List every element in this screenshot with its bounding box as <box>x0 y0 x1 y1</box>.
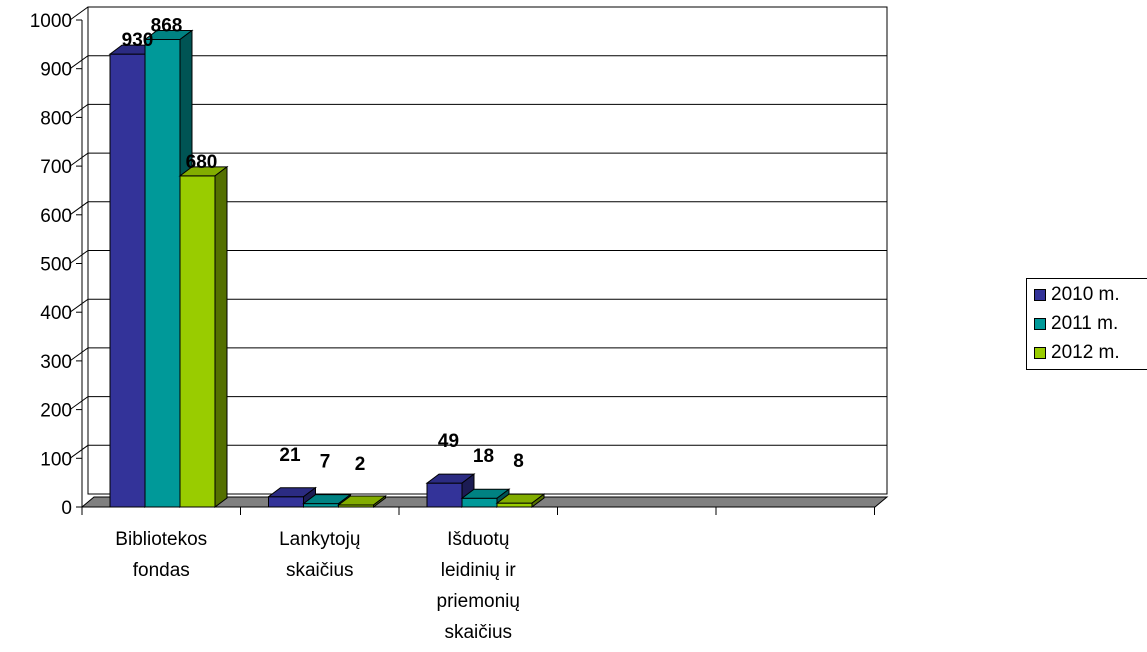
bar-side-2012m-2 <box>531 493 545 508</box>
legend-item-2010: 2010 m. <box>1034 284 1120 306</box>
bars <box>108 29 546 508</box>
data-label: 868 <box>151 15 183 36</box>
x-tick-label: priemonių <box>437 591 520 612</box>
gridline <box>69 103 887 118</box>
y-tick-label: 300 <box>40 352 72 373</box>
y-tick-label: 800 <box>40 108 72 129</box>
x-tick-label: fondas <box>133 560 190 581</box>
x-tick-label: skaičius <box>286 560 354 581</box>
legend: 2010 m. 2011 m. 2012 m. <box>1026 278 1147 370</box>
x-tick-label: skaičius <box>444 622 512 643</box>
y-tick-label: 700 <box>40 157 72 178</box>
y-tick-label: 400 <box>40 303 72 324</box>
y-tick-label: 600 <box>40 206 72 227</box>
bar-2012m-2 <box>496 502 533 508</box>
x-tick-label: Bibliotekos <box>115 529 207 550</box>
legend-label-2011: 2011 m. <box>1051 313 1119 334</box>
legend-label-2012: 2012 m. <box>1051 342 1120 363</box>
x-tick-label: Lankytojų <box>279 529 360 550</box>
bar-2010m-0 <box>109 53 146 508</box>
y-tick-label: 500 <box>40 255 72 276</box>
legend-swatch-2012 <box>1034 347 1046 359</box>
legend-label-2010: 2010 m. <box>1051 284 1120 305</box>
y-tick-label: 200 <box>40 401 72 422</box>
bar-side-2012m-0 <box>214 165 228 508</box>
gridline <box>69 6 887 21</box>
legend-item-2012: 2012 m. <box>1034 342 1120 364</box>
y-tick-label: 0 <box>61 498 72 519</box>
data-label: 930 <box>122 30 154 51</box>
bar-2010m-2 <box>426 482 463 508</box>
legend-item-2011: 2011 m. <box>1034 313 1118 335</box>
bar-side-2012m-1 <box>373 495 386 508</box>
bar-2011m-2 <box>461 497 498 508</box>
legend-swatch-2010 <box>1034 289 1046 301</box>
data-label: 8 <box>513 451 524 472</box>
data-label: 21 <box>279 445 301 466</box>
x-tick-label: Išduotų <box>447 529 509 550</box>
data-labels: 930 21 49 868 7 18 680 2 8 <box>122 15 524 475</box>
y-tick-label: 100 <box>40 449 72 470</box>
data-label: 7 <box>320 452 331 473</box>
y-tick-label: 1000 <box>30 11 72 32</box>
bar-2012m-0 <box>179 175 216 508</box>
x-tick-label: leidinių ir <box>441 560 517 581</box>
gridline <box>69 55 887 70</box>
axes: 0 100 200 300 400 500 600 700 800 900 1000 Bibliote… <box>30 11 875 643</box>
y-tick-label: 900 <box>40 60 72 81</box>
bar-2010m-1 <box>268 496 304 508</box>
data-label: 2 <box>355 454 366 475</box>
data-label: 680 <box>186 152 218 173</box>
bar-2011m-0 <box>144 38 181 508</box>
data-label: 49 <box>438 431 459 452</box>
data-label: 18 <box>473 446 494 467</box>
bar-2011m-1 <box>303 503 339 508</box>
legend-swatch-2011 <box>1034 318 1046 330</box>
